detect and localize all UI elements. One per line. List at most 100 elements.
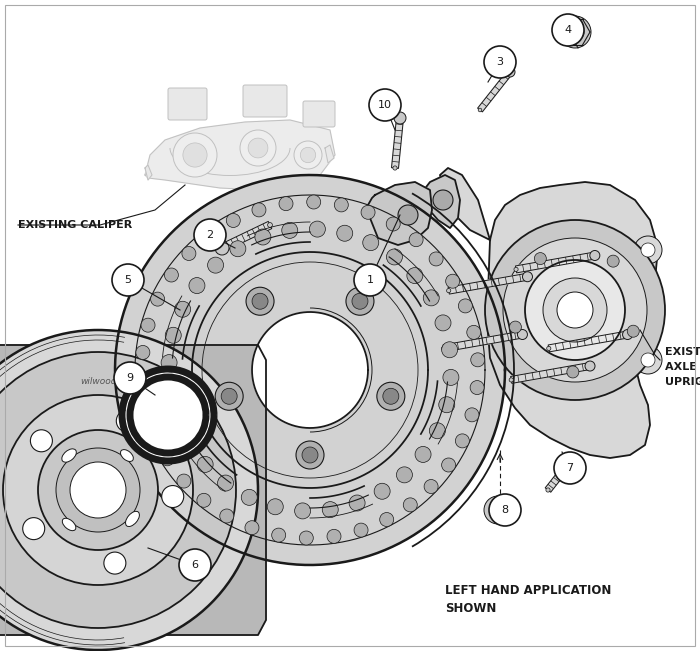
Circle shape (491, 503, 505, 517)
Polygon shape (515, 252, 596, 273)
Circle shape (203, 228, 217, 242)
Circle shape (230, 241, 246, 256)
Circle shape (470, 381, 484, 395)
Circle shape (396, 467, 412, 483)
Polygon shape (477, 70, 512, 112)
Circle shape (294, 141, 322, 169)
FancyBboxPatch shape (168, 88, 207, 120)
Circle shape (189, 277, 205, 294)
Circle shape (215, 382, 243, 410)
Text: 5: 5 (125, 275, 132, 285)
Circle shape (465, 408, 479, 422)
Polygon shape (115, 175, 505, 565)
Circle shape (141, 318, 155, 332)
Polygon shape (220, 221, 272, 251)
Circle shape (169, 409, 185, 425)
Circle shape (369, 89, 401, 121)
Circle shape (240, 130, 276, 166)
Circle shape (559, 16, 591, 48)
Circle shape (478, 108, 482, 112)
FancyBboxPatch shape (243, 85, 287, 117)
Circle shape (116, 410, 139, 432)
Circle shape (22, 518, 45, 540)
Polygon shape (145, 165, 152, 180)
Circle shape (442, 342, 458, 358)
Circle shape (503, 238, 647, 382)
Circle shape (607, 255, 620, 267)
Polygon shape (325, 145, 334, 163)
Polygon shape (252, 312, 368, 428)
Circle shape (197, 456, 213, 473)
Ellipse shape (62, 449, 76, 462)
Circle shape (221, 388, 237, 404)
Text: 1: 1 (367, 275, 374, 285)
Circle shape (634, 236, 662, 264)
Circle shape (164, 268, 178, 282)
Circle shape (38, 430, 158, 550)
Circle shape (546, 488, 550, 492)
Circle shape (177, 474, 191, 488)
Circle shape (346, 287, 374, 315)
Circle shape (509, 378, 513, 382)
Circle shape (446, 274, 460, 288)
Text: 8: 8 (501, 505, 509, 515)
Circle shape (467, 326, 481, 339)
Circle shape (30, 430, 52, 452)
Circle shape (374, 483, 390, 499)
Circle shape (309, 221, 326, 237)
Circle shape (424, 480, 438, 493)
Circle shape (150, 292, 164, 306)
Circle shape (126, 373, 210, 457)
Polygon shape (0, 345, 266, 635)
Circle shape (165, 327, 181, 343)
Polygon shape (545, 460, 573, 492)
Text: UPRIGHT: UPRIGHT (665, 377, 700, 387)
Circle shape (363, 234, 379, 251)
Circle shape (252, 203, 266, 217)
Circle shape (552, 14, 584, 46)
Circle shape (522, 271, 533, 282)
Polygon shape (548, 331, 628, 352)
Circle shape (136, 346, 150, 359)
Circle shape (354, 523, 368, 537)
Text: 9: 9 (127, 373, 134, 383)
Text: SHOWN: SHOWN (445, 602, 496, 615)
Text: 10: 10 (378, 100, 392, 110)
Circle shape (148, 427, 162, 441)
Circle shape (162, 486, 183, 508)
Circle shape (484, 46, 516, 78)
Polygon shape (510, 363, 591, 383)
Circle shape (246, 287, 274, 315)
Circle shape (0, 330, 258, 650)
Circle shape (547, 346, 551, 350)
Circle shape (634, 346, 662, 374)
Polygon shape (440, 168, 490, 240)
Text: AXLE HUB: AXLE HUB (665, 362, 700, 372)
Circle shape (349, 495, 365, 511)
Circle shape (489, 494, 521, 526)
Circle shape (379, 512, 393, 527)
Circle shape (403, 498, 417, 512)
Circle shape (361, 205, 375, 219)
Circle shape (267, 223, 272, 227)
Text: 4: 4 (564, 25, 572, 35)
Circle shape (302, 447, 318, 463)
Circle shape (622, 329, 633, 340)
Circle shape (327, 529, 341, 544)
Circle shape (114, 362, 146, 394)
Circle shape (300, 531, 314, 545)
Circle shape (567, 366, 579, 378)
Polygon shape (145, 120, 335, 190)
Circle shape (564, 456, 576, 468)
Text: 6: 6 (192, 560, 199, 570)
Circle shape (307, 195, 321, 209)
Circle shape (282, 223, 298, 238)
Ellipse shape (125, 511, 139, 527)
Polygon shape (443, 331, 523, 352)
Text: EXISTING CALIPER: EXISTING CALIPER (18, 220, 132, 230)
Circle shape (135, 373, 149, 387)
Circle shape (442, 458, 456, 472)
Circle shape (194, 219, 226, 251)
Circle shape (352, 293, 368, 309)
Circle shape (215, 241, 229, 255)
